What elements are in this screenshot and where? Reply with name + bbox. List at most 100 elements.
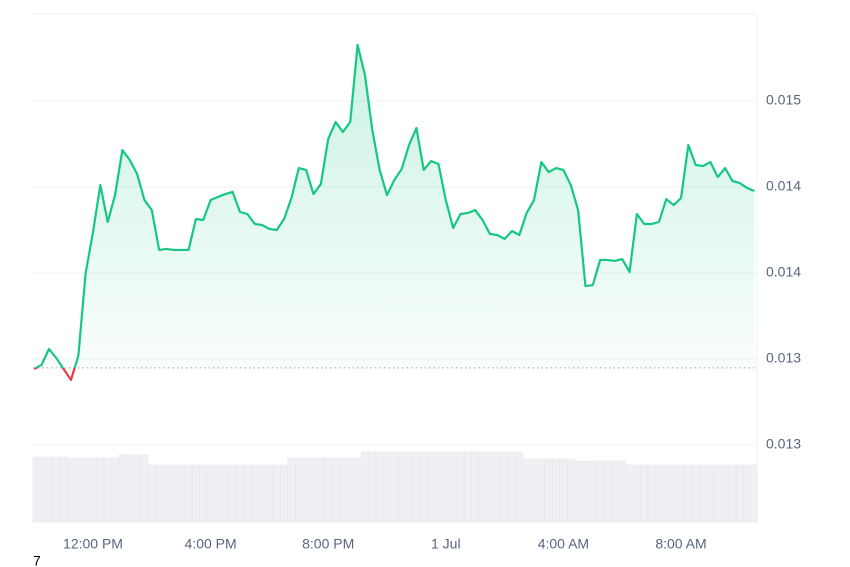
- volume-bar: [493, 451, 502, 523]
- y-tick-label: 0.015: [766, 92, 801, 108]
- volume-bar: [111, 457, 119, 523]
- volume-bar: [625, 464, 634, 523]
- volume-bar: [728, 464, 737, 523]
- volume-bar: [412, 451, 421, 523]
- footer-text: 7: [33, 553, 41, 567]
- volume-bar: [177, 464, 186, 523]
- volume-bar: [735, 464, 744, 523]
- volume-bar: [89, 457, 97, 523]
- volume-bar: [331, 457, 340, 523]
- volume-bar: [691, 464, 700, 523]
- volume-bar: [37, 456, 46, 523]
- volume-bar: [441, 451, 450, 523]
- price-line-up: [33, 43, 755, 368]
- volume-bar: [743, 464, 752, 523]
- volume-bar: [463, 451, 472, 523]
- volume-bar: [566, 458, 575, 523]
- y-tick-label: 0.014: [766, 264, 801, 280]
- volume-bar: [324, 457, 333, 523]
- volume-bar: [316, 457, 325, 523]
- volume-bar: [191, 464, 200, 523]
- y-tick-label: 0.014: [766, 178, 801, 194]
- volume-bar: [169, 464, 178, 523]
- volume-bar: [544, 458, 553, 523]
- volume-bar: [721, 464, 730, 523]
- volume-bar: [368, 451, 377, 523]
- volume-bar: [647, 464, 656, 523]
- volume-bar: [147, 464, 156, 523]
- volume-bar: [471, 451, 480, 523]
- volume-bar: [74, 457, 83, 523]
- volume-bar: [478, 451, 487, 523]
- volume-bar: [199, 464, 208, 523]
- volume-bar: [669, 464, 678, 523]
- volume-bar: [236, 464, 244, 523]
- volume-bar: [596, 460, 605, 523]
- volume-bar: [346, 457, 355, 523]
- volume-bar: [375, 451, 384, 523]
- volume-bar: [338, 457, 347, 523]
- volume-bar: [52, 456, 61, 523]
- x-tick-label: 12:00 PM: [63, 536, 123, 552]
- volume-bar: [640, 464, 649, 523]
- volume-bar: [677, 464, 685, 523]
- volume-bar: [125, 454, 134, 523]
- x-tick-label: 8:00 PM: [302, 536, 354, 552]
- volume-bar: [456, 451, 465, 523]
- volume-bar: [522, 458, 531, 523]
- volume-bar: [427, 451, 436, 523]
- volume-bar: [133, 454, 142, 523]
- volume-bar: [118, 454, 127, 523]
- volume-bar: [684, 464, 693, 523]
- volume-bar: [632, 464, 641, 523]
- x-tick-label: 4:00 PM: [185, 536, 237, 552]
- volume-bar: [206, 464, 215, 523]
- volume-bar: [588, 460, 597, 523]
- volume-bar: [302, 457, 311, 523]
- volume-bar: [434, 451, 443, 523]
- volume-bar: [610, 460, 619, 523]
- volume-bar: [603, 460, 612, 523]
- volume-bar: [272, 464, 281, 523]
- volume-bar: [485, 451, 494, 523]
- volume-bar: [706, 464, 715, 523]
- volume-bar: [243, 464, 252, 523]
- volume-bar: [500, 451, 509, 523]
- volume-bar: [419, 451, 428, 523]
- volume-bar: [581, 460, 590, 523]
- volume-bar: [162, 464, 171, 523]
- volume-bar: [750, 464, 758, 523]
- volume-bar: [228, 464, 237, 523]
- volume-bar: [287, 457, 296, 523]
- volume-bar: [397, 451, 406, 523]
- volume-bar: [655, 464, 663, 523]
- volume-bar: [250, 464, 259, 523]
- volume-bar: [184, 464, 193, 523]
- x-tick-label: 4:00 AM: [538, 536, 589, 552]
- volume-bar: [390, 451, 399, 523]
- volume-bar: [713, 464, 722, 523]
- volume-bar: [140, 454, 149, 523]
- volume-bar: [258, 464, 266, 523]
- volume-bar: [574, 460, 583, 523]
- volume-bar: [699, 464, 707, 523]
- volume-bar: [508, 451, 516, 523]
- volume-bar: [515, 451, 524, 523]
- volume-bar: [221, 464, 230, 523]
- volume-bar: [662, 464, 671, 523]
- volume-bar: [81, 457, 90, 523]
- volume-bar: [361, 451, 369, 523]
- price-area: [36, 44, 755, 368]
- volume-bar: [618, 460, 627, 523]
- volume-bar: [405, 451, 413, 523]
- volume-bar: [559, 458, 568, 523]
- volume-bar: [155, 464, 164, 523]
- y-tick-label: 0.013: [766, 436, 801, 452]
- x-tick-label: 8:00 AM: [655, 536, 706, 552]
- volume-bar: [294, 457, 303, 523]
- volume-bar: [552, 458, 560, 523]
- y-tick-label: 0.013: [766, 350, 801, 366]
- volume-bar: [537, 458, 546, 523]
